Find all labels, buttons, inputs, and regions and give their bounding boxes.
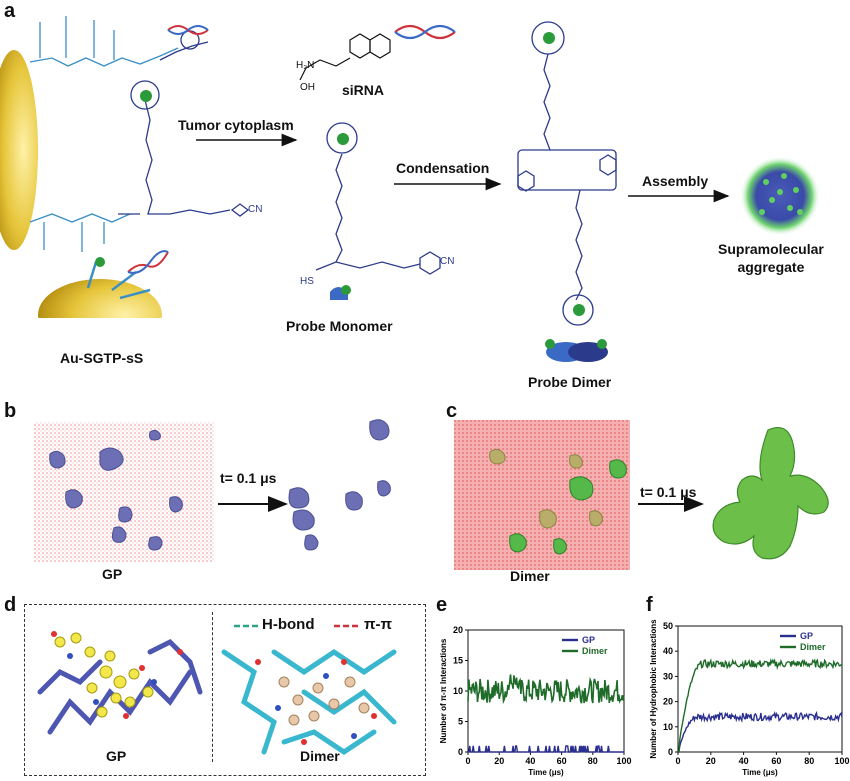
y-tick-label: 0 xyxy=(668,747,673,757)
label-b-caption: GP xyxy=(102,566,123,582)
x-axis-label: Time (μs) xyxy=(742,768,778,777)
x-tick-label: 20 xyxy=(706,756,716,766)
gold-nanoparticle xyxy=(0,50,38,250)
series-line-dimer xyxy=(678,657,843,753)
dimer-blue-cap xyxy=(545,339,608,362)
dimer-large-aggregate xyxy=(712,427,829,560)
chart-f: 0 20 40 60 80 100 0 10 20 30 40 50 Time (μs) Number o… xyxy=(649,619,850,777)
dimer-clusters-tan xyxy=(489,448,603,529)
x-tick-label: 80 xyxy=(588,756,598,766)
water-box-dimer xyxy=(454,420,630,570)
y-axis-label: Number of Hydrophobic Interactions xyxy=(649,619,658,759)
panel-letter-c: c xyxy=(446,400,458,422)
panel-letter-f: f xyxy=(646,594,653,616)
dna-helix-sirna xyxy=(394,24,456,40)
panel-letter-d: d xyxy=(4,594,17,616)
panel-a-scheme xyxy=(0,16,820,362)
panel-letter-e: e xyxy=(436,594,448,616)
gd-green-dot xyxy=(140,90,152,102)
y-tick-label: 0 xyxy=(458,747,463,757)
plot-frame xyxy=(677,625,843,753)
dna-helix-top xyxy=(167,25,209,35)
chem-oh-sirna: OH xyxy=(300,82,315,93)
legend-label-dimer: Dimer xyxy=(582,646,608,656)
legend-label-dimer: Dimer xyxy=(800,642,826,652)
label-supramolecular: Supramolecular aggregate xyxy=(718,240,824,276)
legend-label-gp: GP xyxy=(800,631,813,641)
y-tick-label: 5 xyxy=(458,717,463,727)
label-supramolecular-line1: Supramolecular xyxy=(718,241,824,257)
y-tick-label: 10 xyxy=(453,686,463,696)
x-axis-label: Time (μs) xyxy=(528,768,564,777)
chem-cn-au: CN xyxy=(248,204,263,215)
chart-e: 0 20 40 60 80 100 0 5 10 15 20 Time (μs) Number of π… xyxy=(439,625,632,777)
label-d-dimer: Dimer xyxy=(300,748,340,764)
panel-b-simulation xyxy=(34,419,391,562)
dimer-clusters-green xyxy=(509,459,627,555)
label-assembly: Assembly xyxy=(642,173,709,189)
au-attachments xyxy=(86,261,151,300)
supramolecular-aggregate-icon xyxy=(740,156,820,236)
x-tick-label: 40 xyxy=(739,756,749,766)
x-tick-label: 60 xyxy=(557,756,567,766)
y-tick-label: 20 xyxy=(663,697,673,707)
series-line-gp xyxy=(678,710,843,753)
label-c-caption: Dimer xyxy=(510,568,550,584)
label-au-sgtp: Au-SGTP-sS xyxy=(60,350,144,366)
x-tick-label: 20 xyxy=(494,756,504,766)
panel-d-gp-structure xyxy=(37,631,203,735)
dna-helix-small xyxy=(127,250,169,274)
y-tick-label: 30 xyxy=(663,671,673,681)
label-supramolecular-line2: aggregate xyxy=(737,259,805,275)
legend-label-gp: GP xyxy=(582,635,595,645)
x-tick-label: 100 xyxy=(834,756,849,766)
legend-pipi-label: π-π xyxy=(364,616,392,633)
y-axis-label: Number of π-π Interactions xyxy=(439,638,448,743)
x-tick-label: 40 xyxy=(525,756,535,766)
y-tick-label: 15 xyxy=(453,656,463,666)
legend-hbond-label: H-bond xyxy=(262,616,315,633)
label-sirna: siRNA xyxy=(342,82,385,98)
series-line-gp xyxy=(468,745,624,753)
x-tick-label: 0 xyxy=(675,756,680,766)
panel-d-divider xyxy=(212,612,213,762)
gp-dispersed-clusters xyxy=(288,419,391,551)
chem-cn-monomer: CN xyxy=(440,256,455,267)
label-probe-monomer: Probe Monomer xyxy=(286,318,393,334)
panel-d-dimer-structure xyxy=(221,624,397,756)
x-tick-label: 80 xyxy=(804,756,814,766)
probe-dimer-structure xyxy=(517,21,617,326)
x-tick-label: 0 xyxy=(465,756,470,766)
gp-clusters xyxy=(49,429,183,551)
label-c-time: t= 0.1 μs xyxy=(640,484,697,500)
x-tick-label: 100 xyxy=(616,756,631,766)
x-tick-label: 60 xyxy=(771,756,781,766)
label-tumor-cytoplasm: Tumor cytoplasm xyxy=(178,117,294,133)
sirna-structure xyxy=(299,33,391,81)
chem-h2n-sirna: H₂N xyxy=(296,60,315,71)
panel-d-frame xyxy=(24,604,426,776)
y-tick-label: 20 xyxy=(453,625,463,635)
y-tick-label: 50 xyxy=(663,621,673,631)
peptide-linker-top xyxy=(29,16,179,252)
series-line-dimer xyxy=(467,674,625,705)
probe-monomer-structure xyxy=(315,122,441,275)
label-b-time: t= 0.1 μs xyxy=(220,470,277,486)
panel-letter-b: b xyxy=(4,400,17,422)
aggregate-dots xyxy=(759,173,803,215)
panel-c-simulation xyxy=(454,420,829,570)
panel-letter-a: a xyxy=(4,0,16,22)
label-d-gp: GP xyxy=(106,748,127,764)
y-tick-label: 40 xyxy=(663,646,673,656)
y-tick-label: 10 xyxy=(663,722,673,732)
label-probe-dimer: Probe Dimer xyxy=(528,374,612,390)
label-condensation: Condensation xyxy=(396,160,490,176)
chem-hs-monomer: HS xyxy=(300,276,314,287)
